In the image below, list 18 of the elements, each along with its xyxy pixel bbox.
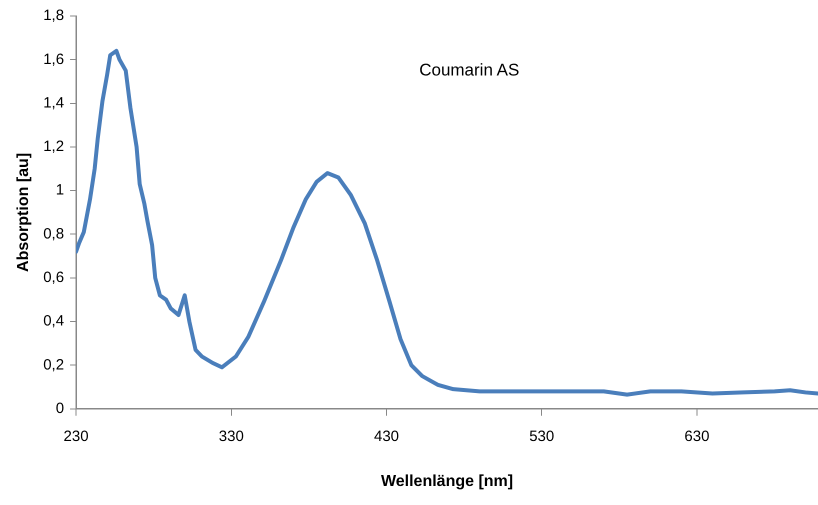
x-tick-label: 630: [684, 428, 710, 445]
x-tick-label: 530: [529, 428, 554, 445]
y-tick-label: 1,2: [43, 138, 64, 156]
y-axis-title: Absorption [au]: [15, 152, 32, 272]
y-tick-label: 0,8: [43, 225, 64, 242]
y-tick-label: 0,6: [43, 269, 64, 286]
y-tick-label: 0,4: [43, 312, 64, 330]
y-tick-label: 1: [56, 182, 64, 199]
x-tick-label: 230: [64, 428, 89, 445]
y-tick-label: 1,6: [43, 50, 64, 68]
y-tick-label: 1,4: [43, 94, 64, 112]
y-tick-label: 1,8: [43, 7, 64, 24]
x-axis-title: Wellenlänge [nm]: [380, 472, 514, 490]
x-tick-label: 430: [374, 428, 400, 445]
y-tick-label: 0: [56, 400, 64, 417]
x-tick-label: 330: [218, 428, 244, 445]
y-tick-label: 0,2: [43, 356, 64, 374]
text: Coumarin AS: [419, 60, 520, 80]
